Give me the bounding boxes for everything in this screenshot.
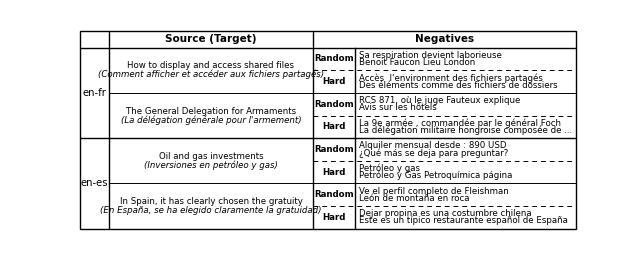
Text: (La délégation générale pour l'armement): (La délégation générale pour l'armement) bbox=[120, 115, 301, 125]
Text: (En España, se ha elegido claramente la gratuidad): (En España, se ha elegido claramente la … bbox=[100, 206, 322, 215]
Text: Random: Random bbox=[314, 100, 354, 109]
Text: Ve el perfil completo de Fleishman: Ve el perfil completo de Fleishman bbox=[359, 187, 509, 196]
Text: Oil and gas investments: Oil and gas investments bbox=[159, 152, 263, 161]
Text: The General Delegation for Armaments: The General Delegation for Armaments bbox=[126, 107, 296, 116]
Text: Dejar propina es una costumbre chilena: Dejar propina es una costumbre chilena bbox=[359, 209, 532, 218]
Text: Petróleo y Gas Petroquímica página: Petróleo y Gas Petroquímica página bbox=[359, 171, 513, 180]
Text: Avis sur les hôtels: Avis sur les hôtels bbox=[359, 103, 437, 112]
Text: Hard: Hard bbox=[323, 122, 346, 131]
Text: Alquiler mensual desde : 890 USD: Alquiler mensual desde : 890 USD bbox=[359, 141, 507, 150]
Text: (Inversiones en petróleo y gas): (Inversiones en petróleo y gas) bbox=[144, 160, 278, 170]
Text: Petróleo y gas: Petróleo y gas bbox=[359, 164, 420, 173]
Text: Random: Random bbox=[314, 190, 354, 199]
Text: Hard: Hard bbox=[323, 77, 346, 86]
Text: (Comment afficher et accéder aux fichiers partagés): (Comment afficher et accéder aux fichier… bbox=[98, 70, 324, 79]
Text: Random: Random bbox=[314, 54, 354, 63]
Text: Random: Random bbox=[314, 145, 354, 154]
Text: Este es un típico restaurante español de España: Este es un típico restaurante español de… bbox=[359, 216, 568, 225]
Text: ¿Qué más se deja para preguntar?: ¿Qué más se deja para preguntar? bbox=[359, 148, 509, 158]
Text: León de montaña en roca: León de montaña en roca bbox=[359, 194, 470, 203]
Text: Negatives: Negatives bbox=[415, 34, 474, 44]
Text: La 9e armée , commandée par le général Foch: La 9e armée , commandée par le général F… bbox=[359, 118, 561, 128]
Text: Des éléments comme des fichiers de dossiers: Des éléments comme des fichiers de dossi… bbox=[359, 81, 558, 90]
Text: Hard: Hard bbox=[323, 213, 346, 222]
Text: RCS 871, où le juge Fauteux explique: RCS 871, où le juge Fauteux explique bbox=[359, 96, 520, 105]
Text: How to display and access shared files: How to display and access shared files bbox=[127, 61, 294, 70]
Text: In Spain, it has clearly chosen the gratuity: In Spain, it has clearly chosen the grat… bbox=[120, 197, 302, 206]
Text: en-es: en-es bbox=[81, 178, 108, 188]
Text: Benoit Faucon Lieu London: Benoit Faucon Lieu London bbox=[359, 58, 476, 67]
Text: La délégation militaire hongroise composée de ...: La délégation militaire hongroise compos… bbox=[359, 126, 572, 135]
Text: Hard: Hard bbox=[323, 168, 346, 177]
Text: Accès  l'environment des fichiers partagés: Accès l'environment des fichiers partagé… bbox=[359, 73, 543, 83]
Text: Source (Target): Source (Target) bbox=[165, 34, 257, 44]
Text: en-fr: en-fr bbox=[83, 88, 106, 98]
Text: Sa respiration devient laborieuse: Sa respiration devient laborieuse bbox=[359, 51, 502, 60]
